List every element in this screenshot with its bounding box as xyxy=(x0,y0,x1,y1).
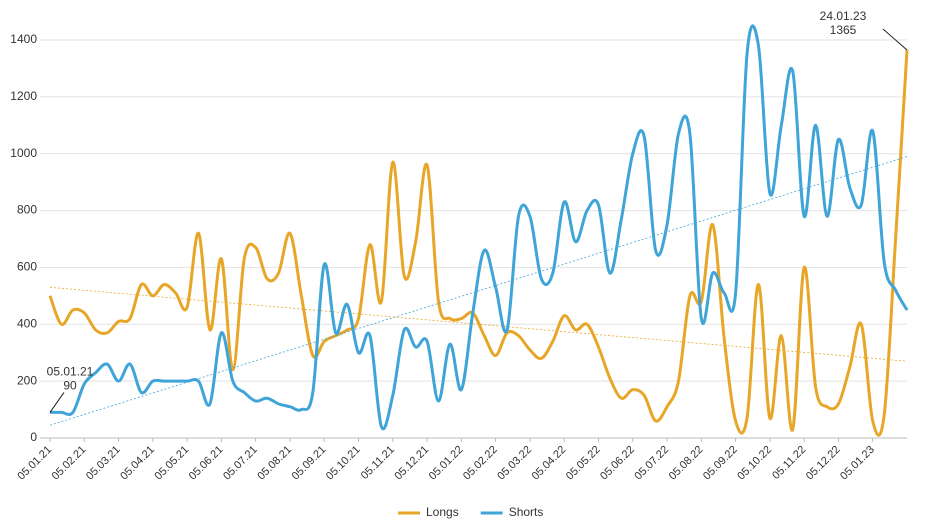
series-line xyxy=(48,49,909,437)
x-tick-label: 05.12.22 xyxy=(804,444,843,483)
x-tick-label: 05.11.21 xyxy=(359,444,397,482)
annotation-text: 05.01.21 xyxy=(47,365,94,379)
x-tick-label: 05.03.22 xyxy=(495,444,534,483)
series-line xyxy=(49,24,909,431)
y-tick-label: 1200 xyxy=(10,89,37,103)
x-tick-label: 05.03.21 xyxy=(84,444,123,483)
x-tick-label: 05.07.22 xyxy=(632,444,671,483)
x-tick-label: 05.09.21 xyxy=(290,444,329,483)
legend-label: Longs xyxy=(426,505,459,519)
legend-label: Shorts xyxy=(509,505,544,519)
x-tick-label: 05.07.21 xyxy=(221,444,260,483)
x-tick-label: 05.02.22 xyxy=(461,444,500,483)
x-tick-label: 05.05.22 xyxy=(564,444,603,483)
x-tick-label: 05.05.21 xyxy=(153,444,192,483)
x-tick-label: 05.01.22 xyxy=(427,444,466,483)
x-tick-label: 05.02.21 xyxy=(50,444,89,483)
x-tick-label: 05.04.22 xyxy=(530,444,569,483)
x-tick-label: 05.09.22 xyxy=(701,444,740,483)
trend-line xyxy=(49,156,908,426)
y-tick-label: 1400 xyxy=(10,32,37,46)
x-tick-label: 05.10.22 xyxy=(735,444,774,483)
x-tick-label: 05.06.22 xyxy=(598,444,637,483)
y-tick-label: 800 xyxy=(17,203,37,217)
annotation-leader xyxy=(882,28,908,51)
annotation-text: 1365 xyxy=(830,23,857,37)
x-tick-label: 05.11.22 xyxy=(770,444,808,482)
y-tick-label: 400 xyxy=(17,316,37,330)
annotation-text: 90 xyxy=(63,379,77,393)
x-tick-label: 05.08.21 xyxy=(255,444,294,483)
x-tick-label: 05.06.21 xyxy=(187,444,226,483)
x-tick-label: 05.01.21 xyxy=(15,444,54,483)
y-tick-label: 0 xyxy=(30,430,37,444)
annotation-text: 24.01.23 xyxy=(820,9,867,23)
y-tick-label: 600 xyxy=(17,260,37,274)
y-tick-label: 200 xyxy=(17,373,37,387)
x-tick-label: 05.12.21 xyxy=(392,444,431,483)
y-tick-label: 1000 xyxy=(10,146,37,160)
x-tick-label: 05.04.21 xyxy=(118,444,157,483)
annotation-leader xyxy=(49,392,65,413)
x-tick-label: 05.10.21 xyxy=(324,444,363,483)
x-tick-label: 05.01.23 xyxy=(838,444,877,483)
x-tick-label: 05.08.22 xyxy=(667,444,706,483)
